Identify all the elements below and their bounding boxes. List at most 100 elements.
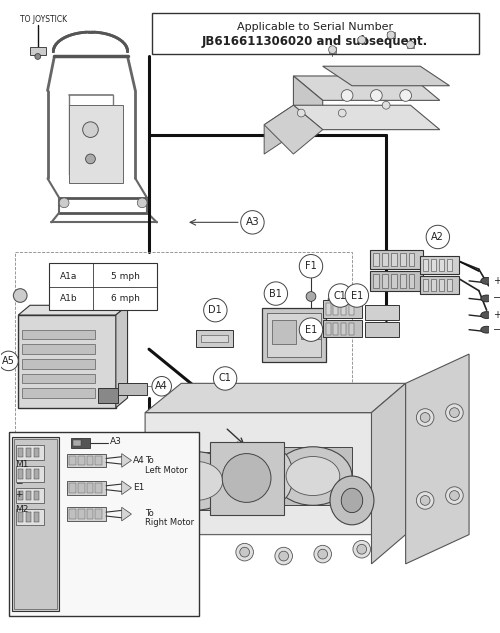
Circle shape [152,377,172,396]
Circle shape [406,41,414,49]
Circle shape [240,211,264,234]
Bar [374,274,380,288]
Bar [30,47,46,54]
Bar [96,509,102,519]
Text: +: + [16,490,23,499]
Text: Right Motor: Right Motor [145,518,194,527]
Bar [391,274,397,288]
Text: +: + [494,276,500,286]
Bar [322,301,362,318]
Polygon shape [264,105,322,154]
Bar [34,448,38,458]
Circle shape [341,90,353,101]
Polygon shape [264,105,294,154]
Bar [439,279,444,291]
Bar [364,322,399,337]
Bar [328,47,336,53]
Polygon shape [294,76,440,101]
Ellipse shape [286,456,340,496]
Circle shape [298,109,305,117]
Bar [408,253,414,266]
Bar [152,13,479,54]
Circle shape [240,548,250,557]
Bar [326,323,330,335]
Bar [301,325,320,339]
Ellipse shape [341,488,362,513]
Ellipse shape [481,277,492,284]
Circle shape [353,541,370,558]
Text: E1: E1 [350,291,363,301]
Bar [96,483,102,492]
Bar [408,274,414,288]
Circle shape [358,36,366,44]
Polygon shape [122,454,132,467]
Bar [98,388,118,403]
Text: A4: A4 [134,456,145,465]
Text: A3: A3 [110,437,122,446]
Polygon shape [18,305,128,315]
Bar [406,42,414,47]
Bar [326,303,330,315]
Text: To: To [145,456,154,465]
Bar [370,249,423,269]
Text: −: − [494,294,500,303]
Bar [22,388,96,398]
Bar [18,448,23,458]
Ellipse shape [146,493,168,518]
Circle shape [416,409,434,426]
Bar [349,303,354,315]
Circle shape [328,46,336,54]
Circle shape [382,101,390,109]
Bar [262,308,326,362]
Circle shape [387,31,395,39]
Text: A2: A2 [432,232,444,242]
Ellipse shape [481,326,492,333]
Bar [14,439,58,609]
Bar [349,323,354,335]
Text: JB616611306020 and subsequent.: JB616611306020 and subsequent. [202,35,428,48]
Bar [274,447,352,505]
Circle shape [314,545,332,563]
Bar [382,253,388,266]
Circle shape [214,367,237,390]
Bar [78,456,84,465]
Polygon shape [145,413,406,535]
Bar [16,251,352,491]
Bar [71,438,90,448]
Circle shape [338,109,346,117]
Text: A3: A3 [246,217,260,227]
Bar [364,305,399,320]
Polygon shape [145,384,406,413]
Bar [431,260,436,271]
Bar [322,320,362,337]
Circle shape [450,491,460,501]
Circle shape [279,551,288,561]
Text: A4: A4 [156,381,168,391]
Bar [210,442,284,515]
Bar [34,469,38,479]
Ellipse shape [259,449,293,503]
Text: TO JOYSTICK: TO JOYSTICK [20,15,68,24]
Bar [69,509,76,519]
Ellipse shape [330,476,374,525]
Circle shape [236,543,254,561]
Ellipse shape [142,454,176,508]
Bar [423,260,428,271]
Bar [374,253,380,266]
Bar [67,481,106,494]
Bar [341,323,346,335]
Text: −: − [16,479,23,487]
Bar [34,491,38,501]
Circle shape [0,351,18,371]
Ellipse shape [274,447,352,505]
Bar [67,454,106,467]
Circle shape [420,413,430,422]
Bar [423,279,428,291]
Bar [18,469,23,479]
Text: Left Motor: Left Motor [145,466,188,475]
Bar [420,256,460,274]
Ellipse shape [481,295,492,302]
Circle shape [446,404,463,422]
Circle shape [370,90,382,101]
Bar [67,507,106,521]
